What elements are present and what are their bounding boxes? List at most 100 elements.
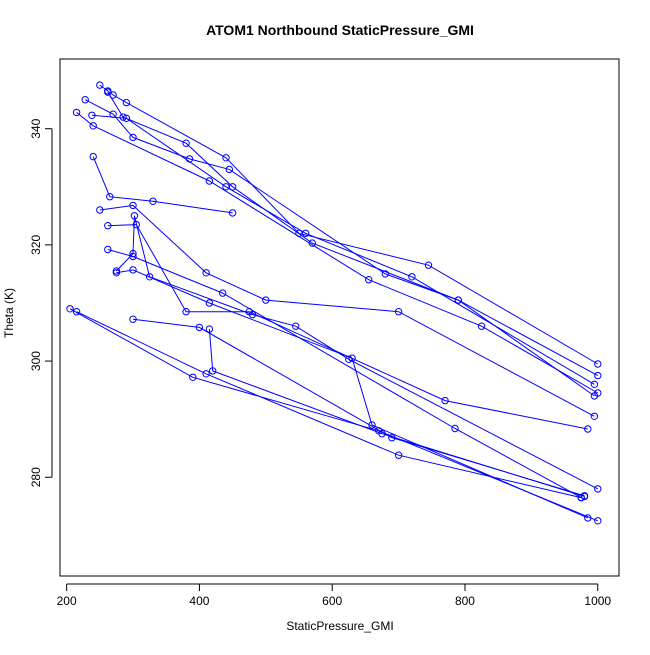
data-point <box>594 371 602 380</box>
data-point <box>104 222 112 230</box>
x-tick-label: 600 <box>322 594 342 608</box>
series-line <box>76 311 582 499</box>
data-point <box>584 425 592 433</box>
data-point <box>129 201 137 210</box>
data-point <box>66 305 74 313</box>
data-point <box>222 154 230 162</box>
data-point <box>202 370 210 378</box>
chart-title: ATOM1 Northbound StaticPressure_GMI <box>206 22 474 38</box>
series-line <box>208 329 585 497</box>
data-point <box>106 193 114 201</box>
data-point <box>594 389 602 397</box>
data-point <box>182 308 190 316</box>
data-point <box>577 493 585 502</box>
data-point <box>122 98 131 107</box>
data-point <box>96 206 104 214</box>
data-point <box>96 81 104 89</box>
data-point <box>219 289 227 297</box>
data-point <box>594 360 602 368</box>
data-point <box>308 239 316 247</box>
y-tick-label: 340 <box>29 118 43 138</box>
series-line <box>116 269 588 519</box>
data-point <box>149 197 157 206</box>
data-point <box>109 110 117 118</box>
data-point <box>394 308 403 316</box>
data-point <box>594 517 602 525</box>
data-point <box>580 492 589 501</box>
data-point <box>182 139 190 147</box>
data-point <box>451 424 459 433</box>
data-point <box>378 430 386 438</box>
data-point <box>381 270 389 278</box>
data-point <box>365 276 373 284</box>
data-point <box>129 266 137 274</box>
data-point <box>348 354 356 362</box>
data-point <box>89 122 97 130</box>
data-lines-layer <box>69 84 599 522</box>
data-point <box>205 299 214 307</box>
data-point <box>248 310 257 319</box>
series-line <box>84 99 595 397</box>
data-point <box>477 322 486 330</box>
data-point <box>205 177 214 185</box>
data-point <box>292 322 300 330</box>
data-point <box>301 229 310 238</box>
y-axis-label: Theta (K) <box>2 288 16 338</box>
series-line <box>107 224 588 430</box>
y-tick-label: 280 <box>29 467 43 487</box>
data-point <box>129 249 137 258</box>
x-tick-label: 200 <box>57 594 77 608</box>
y-tick-label: 300 <box>29 351 43 371</box>
data-point <box>119 113 127 121</box>
data-point <box>408 273 416 281</box>
series-line <box>132 318 585 497</box>
data-point <box>388 434 396 442</box>
x-tick-label: 400 <box>189 594 209 608</box>
data-point <box>594 485 602 493</box>
data-point <box>590 380 599 388</box>
series-line <box>107 91 599 377</box>
data-point <box>129 252 137 261</box>
data-point <box>189 373 197 381</box>
data-point <box>209 367 217 375</box>
data-point <box>72 308 81 316</box>
data-point <box>424 261 433 269</box>
data-point <box>584 514 592 522</box>
series-line <box>99 204 595 417</box>
data-point <box>122 114 131 123</box>
data-point <box>228 209 237 217</box>
data-point <box>205 325 214 333</box>
data-point <box>222 183 230 191</box>
data-point <box>394 451 403 459</box>
series-line <box>99 84 599 365</box>
data-point <box>262 296 270 304</box>
series-line <box>107 249 582 499</box>
x-tick-label: 1000 <box>584 594 611 608</box>
data-point <box>454 296 462 304</box>
series-line <box>92 156 233 214</box>
data-point <box>129 133 137 142</box>
data-point <box>202 269 210 277</box>
data-point <box>368 421 376 429</box>
data-point <box>130 212 139 220</box>
data-point <box>195 323 204 332</box>
x-axis-label: StaticPressure_GMI <box>286 619 393 633</box>
data-point <box>132 220 141 229</box>
data-point <box>104 245 112 254</box>
data-point <box>145 273 154 281</box>
data-point <box>185 155 194 163</box>
data-point <box>88 111 96 120</box>
data-point <box>112 269 121 277</box>
data-point <box>129 315 137 323</box>
x-tick-label: 800 <box>455 594 475 608</box>
axes-layer: 200 400 600 800 1000 280 300 320 340 <box>29 118 611 608</box>
data-points-layer <box>66 81 602 525</box>
data-point <box>345 355 353 363</box>
data-point <box>81 96 89 104</box>
data-point <box>89 152 97 161</box>
data-point <box>441 396 449 405</box>
data-point <box>72 108 81 117</box>
plot-frame <box>59 58 620 577</box>
